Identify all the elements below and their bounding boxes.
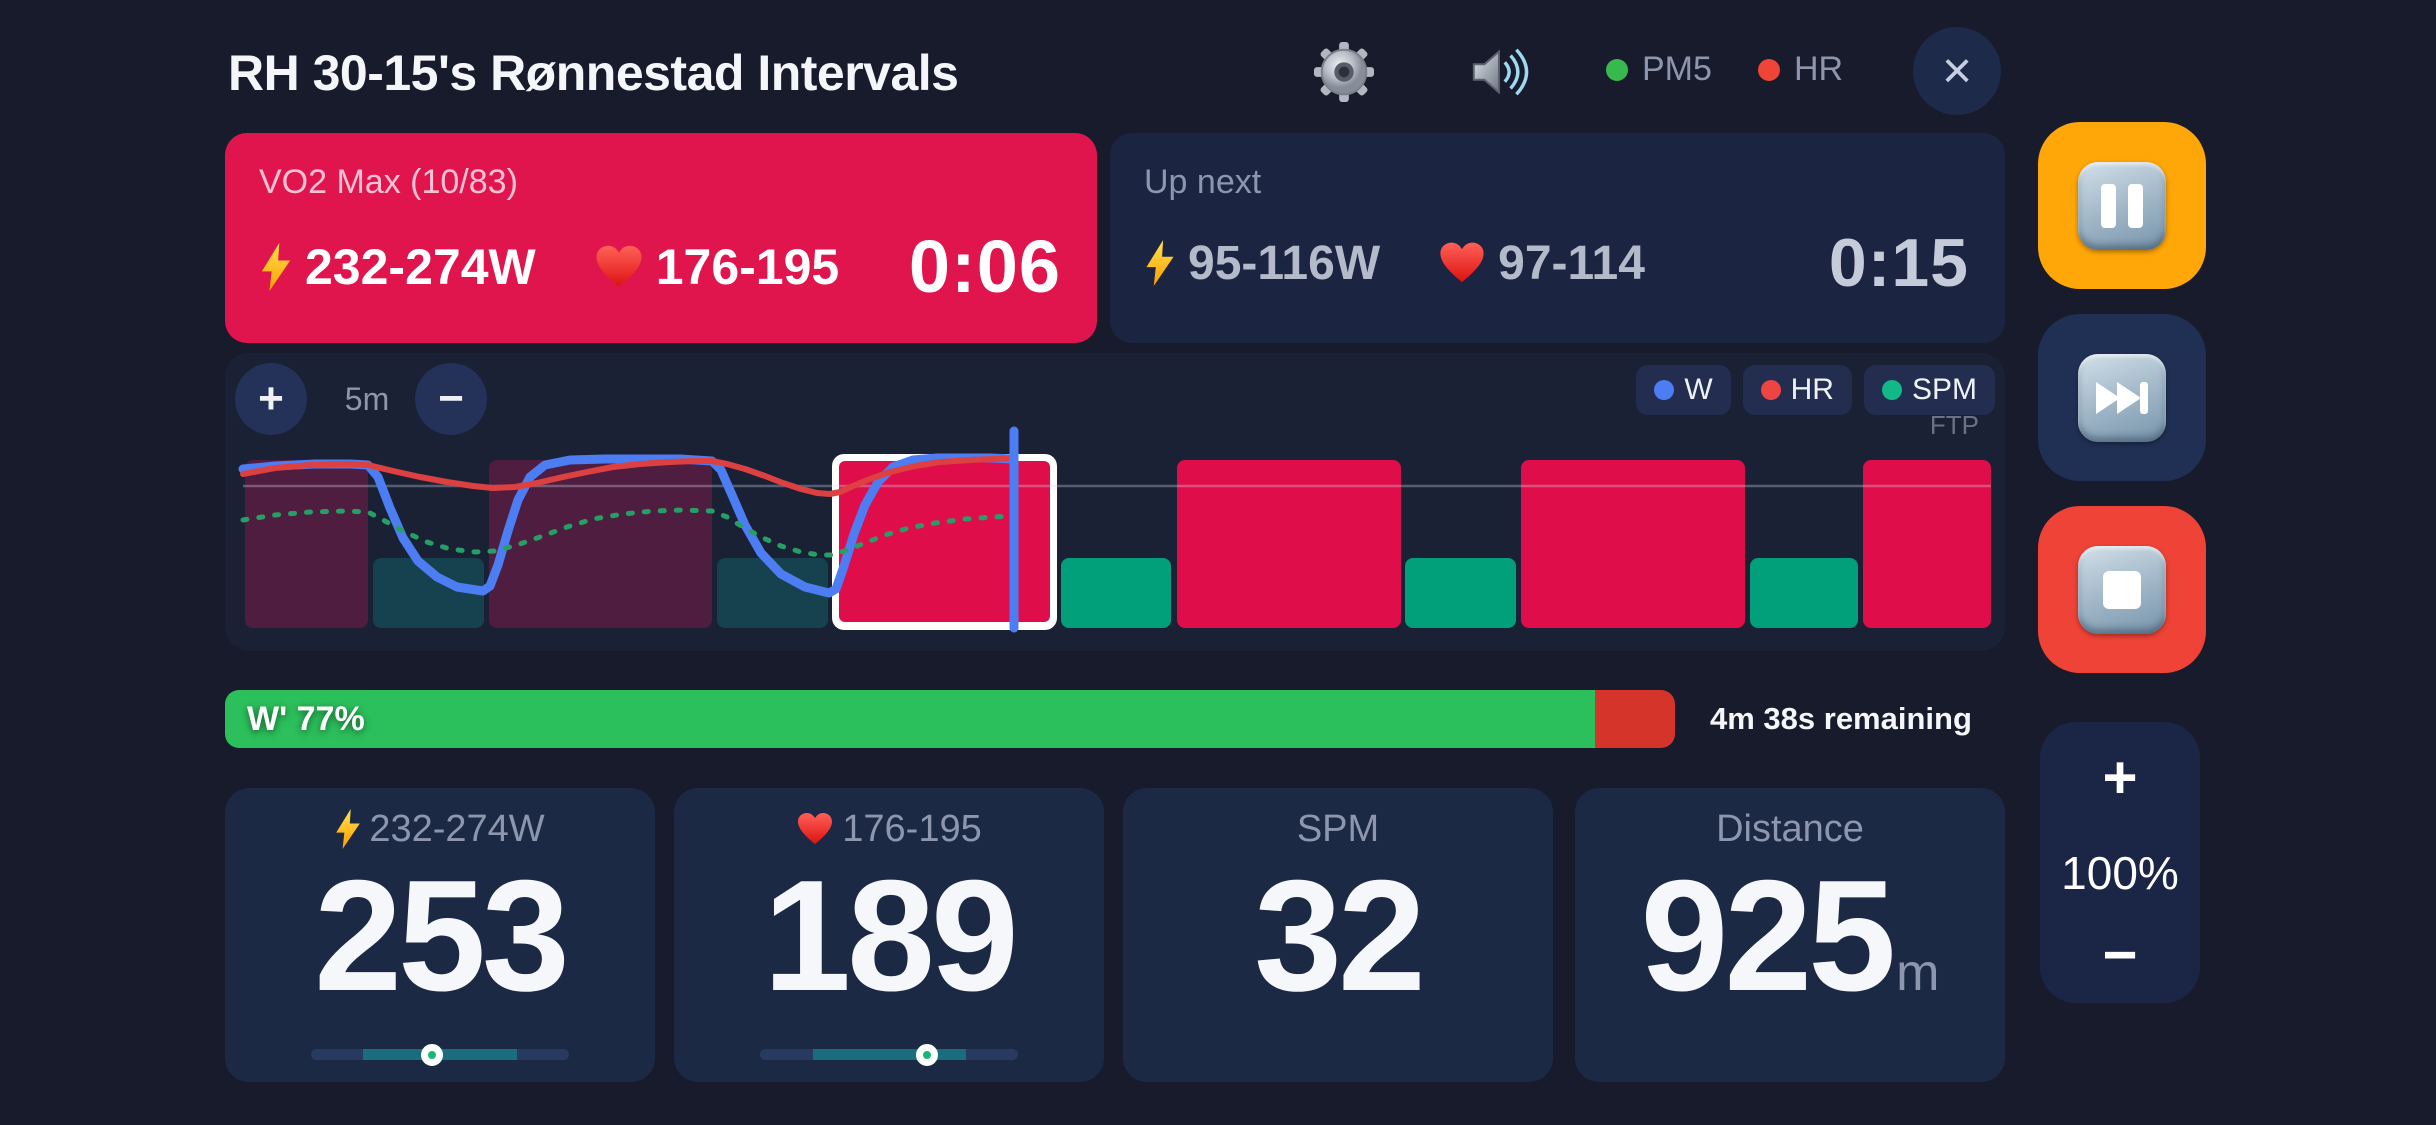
pm5-status-dot [1606,58,1628,81]
skip-interval-button[interactable] [2038,314,2206,481]
distance-unit: m [1896,944,1940,1002]
power-bolt-icon [336,809,361,849]
current-interval-name: VO2 Max (10/83) [259,163,518,201]
current-interval-timer: 0:06 [908,225,1061,308]
ftp-line-label: FTP [1929,410,1979,440]
settings-gear-icon[interactable] [1312,40,1376,104]
gear-icon [1313,41,1375,103]
heart-icon [596,245,642,287]
chart-legend: W HR SPM [1636,365,1995,415]
spm-value: 32 [1254,848,1426,1024]
current-power-target: 232-274W [305,238,536,295]
distance-value: 925m [1640,848,1940,1024]
minus-icon: − [438,374,464,423]
speaker-icon [1472,48,1529,96]
next-interval-timer: 0:15 [1828,225,1969,301]
hr-zone-knob [915,1043,938,1066]
intensity-value: 100% [2061,846,2179,899]
sound-speaker-icon[interactable] [1466,40,1530,104]
next-power-target: 95-116W [1188,236,1381,290]
distance-metric-card: Distance 925m [1575,788,2005,1082]
intensity-increase-button[interactable]: + [2102,744,2138,811]
page-title: RH 30-15's Rønnestad Intervals [228,45,959,101]
power-zone-knob [420,1043,443,1066]
wprime-progress-bar: W' 77% [225,690,1675,748]
current-hr-target: 176-195 [655,238,840,295]
connection-pm5: PM5 [1606,50,1712,89]
hr-value: 189 [763,848,1019,1024]
hr-dot-icon [1760,380,1781,400]
wprime-red-fill [1595,690,1675,748]
hr-metric-card: 176-195 189 [674,788,1104,1082]
power-zone-gauge [311,1043,569,1066]
wprime-remaining-text: 4m 38s remaining [1710,701,1972,736]
hr-target-label: 176-195 [842,807,982,850]
power-bolt-icon [1146,240,1174,286]
spm-dot-icon [1881,380,1902,400]
connection-hr: HR [1758,50,1843,89]
close-button[interactable]: × [1913,27,2001,115]
spm-label: SPM [1296,807,1380,850]
pause-icon [2078,161,2166,250]
legend-spm-label: SPM [1911,373,1977,406]
stop-icon [2078,545,2166,634]
up-next-card: Up next 95-116W 97-114 0:15 [1110,133,2005,343]
wprime-green-fill: W' 77% [225,690,1596,748]
pm5-label: PM5 [1642,50,1712,88]
interval-chart [238,426,1991,633]
legend-spm-badge[interactable]: SPM [1863,365,1995,415]
legend-power-label: W [1684,373,1713,406]
power-value: 253 [314,848,570,1024]
close-icon: × [1941,42,1973,100]
next-hr-target: 97-114 [1498,236,1645,290]
power-metric-card: 232-274W 253 [225,788,655,1082]
current-interval-card: VO2 Max (10/83) 232-274W 176-195 0:06 [225,133,1097,343]
hr-status-dot [1758,58,1780,81]
heart-icon [798,812,833,845]
power-bolt-icon [261,242,291,291]
chart-window-label: 5m [344,381,390,417]
power-dot-icon [1654,380,1675,400]
spm-metric-card: SPM 32 [1123,788,1553,1082]
workout-chart-panel: + 5m − FTP W HR SPM [225,353,2005,651]
pause-button[interactable] [2038,122,2206,289]
next-track-icon [2078,353,2166,442]
legend-hr-label: HR [1790,373,1834,406]
wprime-label: W' 77% [247,699,365,738]
heart-icon [1440,242,1484,283]
up-next-label: Up next [1144,163,1262,201]
intensity-control: + 100% − [2040,722,2200,1003]
chart-zoom-in-button[interactable]: + [235,363,307,435]
power-target-label: 232-274W [369,807,545,850]
hr-zone-gauge [760,1043,1018,1066]
hr-label: HR [1794,50,1844,88]
legend-hr-badge[interactable]: HR [1742,365,1852,415]
hr-zone-band [812,1049,967,1060]
intensity-decrease-button[interactable]: − [2102,921,2138,988]
plus-icon: + [258,374,284,423]
legend-power-badge[interactable]: W [1636,365,1731,415]
distance-label: Distance [1716,807,1864,850]
chart-zoom-out-button[interactable]: − [415,363,487,435]
stop-button[interactable] [2038,506,2206,673]
